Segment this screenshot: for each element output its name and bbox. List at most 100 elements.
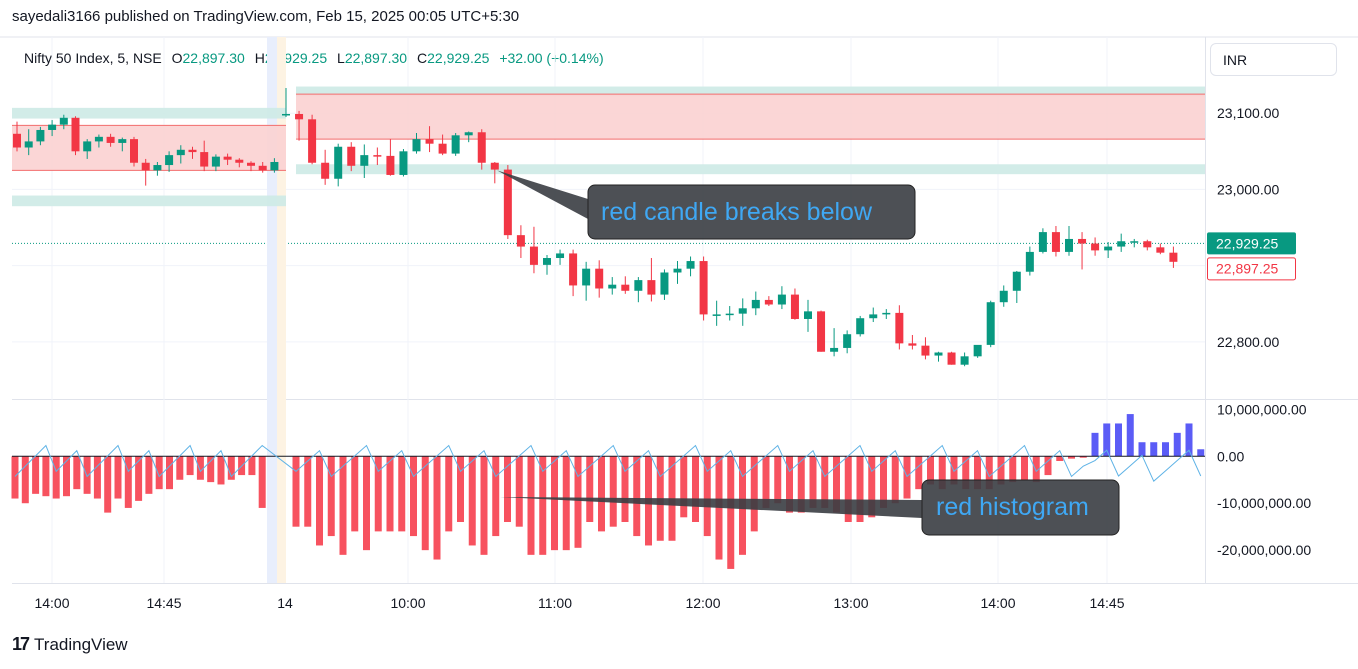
candle-body: [751, 299, 760, 309]
histogram-bar: [1009, 456, 1017, 483]
candle-body: [223, 156, 232, 160]
candle-body: [451, 135, 460, 154]
change-value: +32.00 (+0.14%): [499, 50, 604, 66]
candle-body: [334, 146, 343, 179]
histogram-bar: [844, 456, 852, 522]
histogram-bar: [1044, 456, 1052, 476]
symbol-name[interactable]: Nifty 50 Index, 5, NSE: [24, 50, 162, 66]
annotation-pointer: [500, 497, 922, 518]
histogram-tick-label: -10,000,000.00: [1217, 495, 1311, 511]
histogram-bar: [762, 456, 770, 508]
histogram-bar: [927, 456, 934, 485]
candle-body: [830, 347, 839, 352]
histogram-bar: [539, 456, 547, 555]
histogram-bar: [715, 456, 723, 560]
histogram-bar: [891, 456, 899, 504]
time-tick-label: 13:00: [833, 595, 868, 611]
histogram-bar: [480, 456, 488, 555]
histogram-bar: [93, 456, 101, 499]
candle-body: [986, 302, 995, 345]
candle-body: [321, 162, 330, 179]
time-tick-label: 14:00: [980, 595, 1015, 611]
histogram-bar: [63, 456, 70, 497]
histogram-bar: [52, 456, 60, 499]
histogram-bar: [703, 456, 711, 537]
histogram-bar: [176, 456, 184, 480]
histogram-bar: [248, 456, 256, 476]
histogram-bar: [457, 456, 464, 522]
histogram-bar: [398, 456, 406, 532]
candle-body: [373, 155, 382, 157]
histogram-bar: [363, 456, 370, 551]
candle-body: [686, 261, 695, 269]
candle-body: [165, 155, 174, 166]
candle-body: [582, 268, 591, 286]
candle-body: [1078, 238, 1087, 244]
candle-body: [634, 280, 643, 291]
price-zones: [12, 86, 1205, 207]
histogram-bar: [1021, 456, 1028, 480]
currency-button[interactable]: INR: [1210, 43, 1337, 76]
candle-body: [804, 311, 812, 319]
time-tick-label: 10:00: [390, 595, 425, 611]
candle-body: [673, 268, 682, 273]
candle-body: [1065, 238, 1073, 252]
histogram-bar: [433, 456, 441, 560]
histogram-bar: [938, 456, 946, 490]
candle-body: [764, 299, 773, 305]
candle-body: [529, 246, 538, 265]
price-tick-label: 22,800.00: [1217, 334, 1279, 350]
candle-body: [999, 290, 1008, 303]
candle-body: [621, 284, 630, 291]
candle-body: [308, 119, 317, 163]
histogram-bar: [145, 456, 153, 494]
candle-body: [908, 343, 917, 346]
candle-body: [1038, 232, 1047, 252]
histogram-bar: [1032, 456, 1040, 483]
histogram-bar: [155, 456, 163, 490]
histogram-bar: [227, 456, 235, 480]
support-zone-right: [296, 164, 1205, 175]
candle-body: [200, 152, 209, 167]
histogram-bar: [574, 456, 582, 548]
low-value: 22,897.30: [344, 50, 408, 66]
support-zone-left-bottom: [12, 195, 286, 207]
annotations[interactable]: red candle breaks below red histogram: [497, 170, 1120, 536]
high-label: H: [254, 50, 265, 66]
histogram-bar: [1079, 456, 1087, 458]
histogram-bar: [339, 456, 347, 555]
histogram-bar: [809, 456, 817, 508]
histogram-bar: [586, 456, 594, 522]
candle-body: [130, 139, 138, 163]
candle-body: [94, 136, 103, 142]
histogram-bar: [797, 456, 805, 513]
candle-body: [13, 133, 21, 148]
histogram-bar: [1091, 432, 1099, 457]
annotation-text: red histogram: [936, 493, 1089, 521]
histogram-tick-label: -20,000,000.00: [1217, 542, 1311, 558]
candle-body: [282, 113, 290, 116]
low-price-tag: [1207, 257, 1296, 281]
candle-body: [882, 312, 891, 315]
session-band-blue: [267, 37, 277, 583]
histogram-bar: [104, 456, 112, 513]
candle-body: [477, 132, 486, 163]
histogram-bar: [468, 456, 476, 546]
histogram-bar: [410, 456, 417, 537]
histogram-bar: [21, 456, 29, 504]
candle-body: [947, 352, 956, 365]
tradingview-footer[interactable]: 17 TradingView: [12, 634, 128, 655]
candle-body: [921, 345, 930, 356]
histogram-bar: [166, 456, 173, 490]
candle-body: [106, 136, 115, 143]
candle-body: [59, 117, 68, 125]
candle-body: [790, 294, 799, 319]
histogram-bar: [692, 456, 699, 522]
histogram-bar: [1138, 442, 1146, 457]
histogram-bar: [774, 456, 782, 504]
session-band-orange: [277, 37, 286, 583]
histogram-bar: [609, 456, 617, 527]
low-price-tag-text: 22,897.25: [1216, 260, 1278, 276]
histogram-bar: [73, 456, 81, 490]
